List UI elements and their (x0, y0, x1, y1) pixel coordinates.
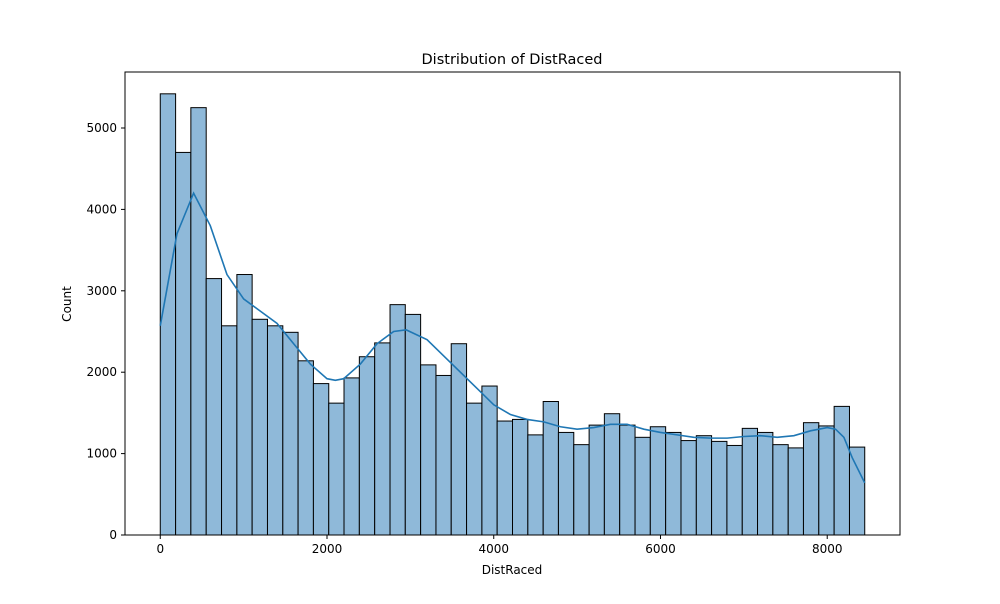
bar (236, 274, 253, 536)
bar (634, 436, 651, 536)
bar (251, 318, 268, 536)
bar (496, 420, 513, 536)
bar (481, 385, 498, 536)
bar (527, 434, 544, 536)
bar (665, 431, 682, 536)
y-tick-label: 3000 (86, 284, 117, 298)
y-tick-label: 1000 (86, 447, 117, 461)
bar (818, 425, 835, 536)
bar (573, 444, 590, 536)
bar (282, 331, 299, 536)
bar (358, 356, 376, 536)
bar (389, 304, 406, 536)
bar (205, 278, 223, 536)
x-tick-label: 6000 (645, 542, 676, 556)
x-tick-label: 0 (156, 542, 164, 556)
bar (833, 405, 850, 536)
bar (512, 418, 529, 536)
bar (802, 422, 820, 536)
y-tick-label: 2000 (86, 365, 117, 379)
bar (649, 426, 667, 536)
bar (466, 402, 483, 536)
bar (297, 360, 314, 536)
y-axis-label: Count (60, 286, 74, 322)
kde-line (159, 191, 866, 484)
bar (741, 427, 759, 536)
bar (772, 444, 789, 536)
y-tick-label: 0 (109, 528, 117, 542)
bar (374, 342, 391, 536)
bar (190, 107, 207, 536)
bar (420, 364, 437, 536)
bar (343, 377, 360, 536)
bar (328, 402, 345, 536)
bar (221, 325, 238, 536)
y-tick-label: 4000 (86, 202, 117, 216)
bar (312, 383, 330, 536)
bar (680, 440, 697, 536)
y-tick-label: 5000 (86, 121, 117, 135)
bar (695, 435, 713, 536)
x-tick-label: 2000 (312, 542, 343, 556)
bar (435, 374, 452, 536)
bar (711, 440, 728, 536)
bar (848, 446, 866, 536)
bar (175, 151, 192, 536)
x-tick-label: 8000 (812, 542, 843, 556)
bar (603, 413, 621, 536)
bar (757, 431, 774, 536)
plot-frame (124, 71, 901, 536)
bar (619, 424, 636, 536)
bar (266, 325, 284, 536)
chart-title: Distribution of DistRaced (422, 52, 603, 68)
bar (787, 447, 804, 536)
x-tick-label: 4000 (478, 542, 509, 556)
x-axis-label: DistRaced (482, 563, 543, 577)
bar (404, 313, 422, 536)
bar (588, 424, 605, 536)
bar (557, 431, 575, 536)
bar (450, 343, 468, 536)
bar (726, 444, 743, 536)
